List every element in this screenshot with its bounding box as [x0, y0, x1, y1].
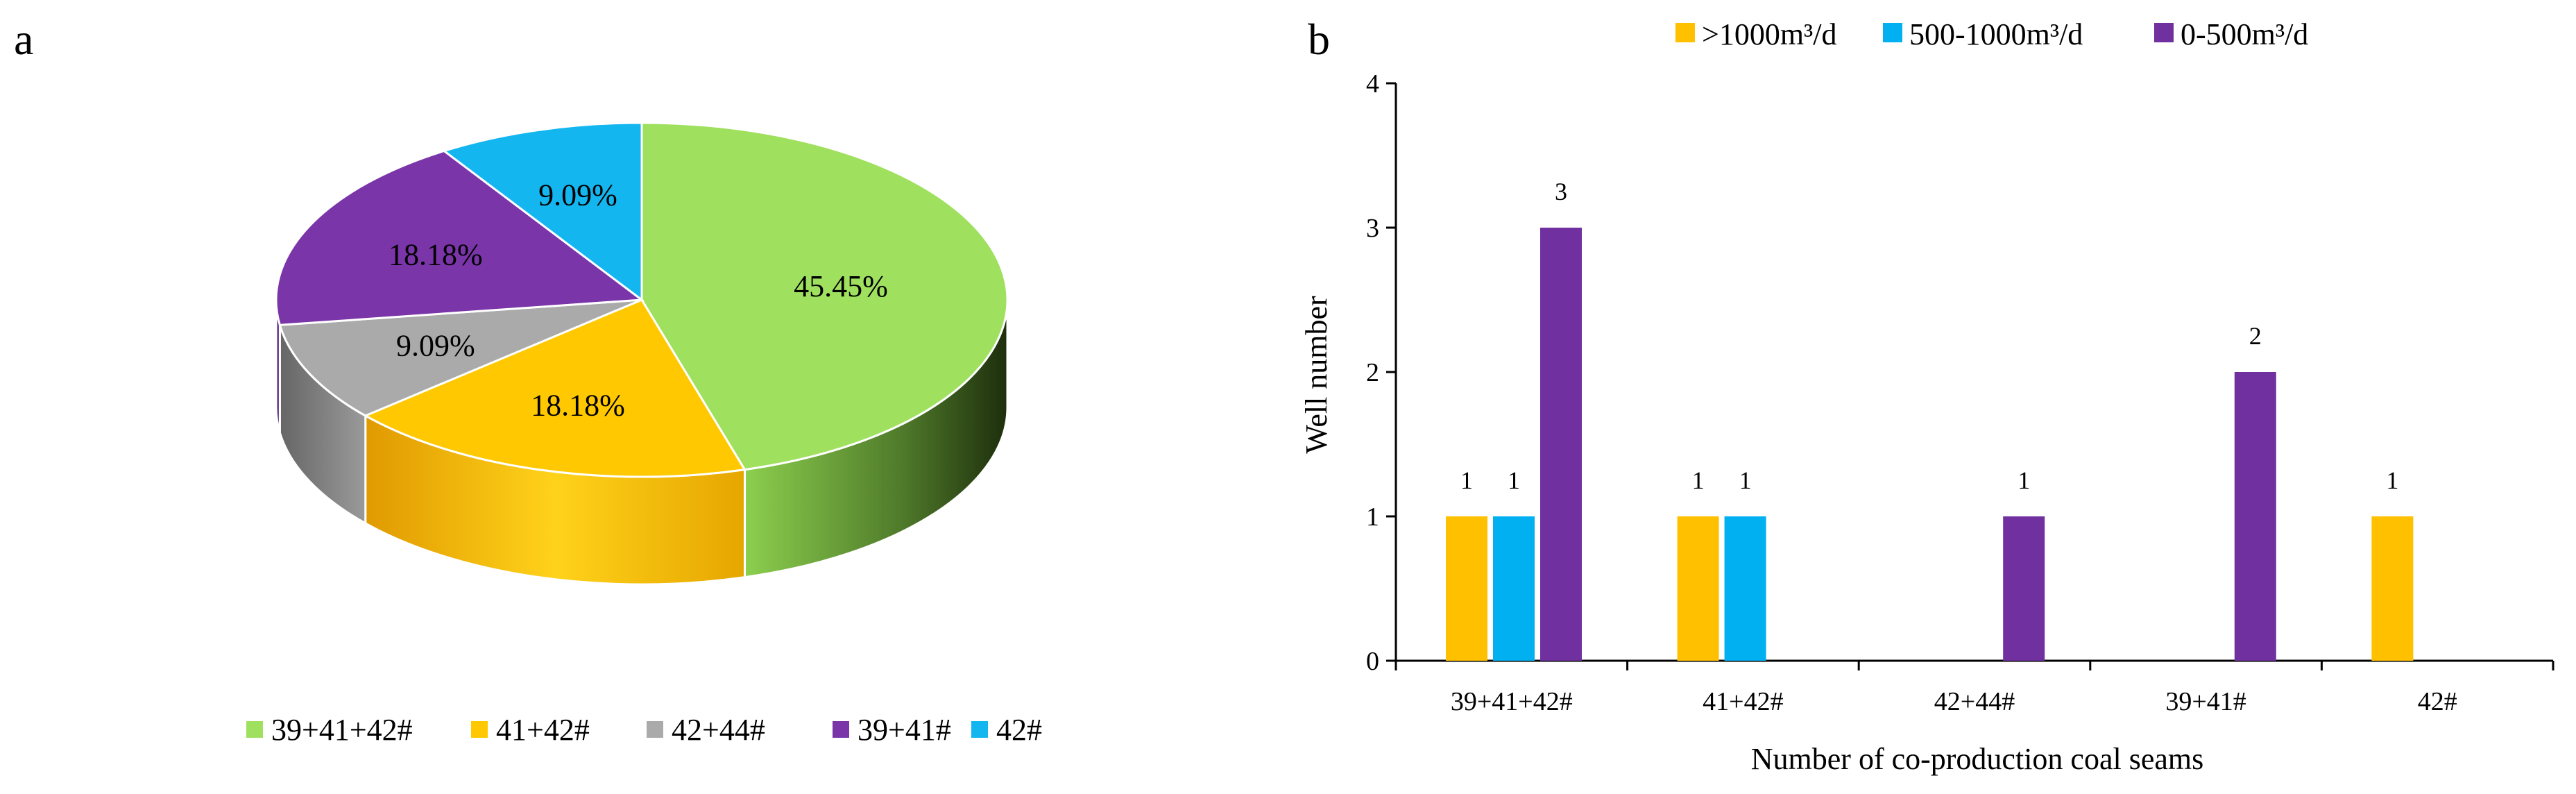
y-tick-label: 0 [1366, 647, 1379, 676]
pie-legend-label: 41+42# [496, 713, 590, 747]
bar-0-500 [2234, 372, 2276, 661]
bar-data-label: 1 [1739, 466, 1752, 494]
bar-data-label: 2 [2249, 322, 2262, 350]
x-tick-label: 41+42# [1703, 687, 1783, 716]
panel-a-label: a [14, 15, 33, 64]
slice-42-44 [278, 298, 642, 417]
pie-legend-swatch [833, 721, 849, 738]
x-tick-label: 39+41+42# [1451, 687, 1573, 716]
bar-data-label: 1 [1692, 466, 1705, 494]
x-tick-label: 42+44# [1934, 687, 2015, 716]
pie-slices [275, 121, 1009, 478]
bar-data-label: 1 [1460, 466, 1473, 494]
pie-legend-label: 39+41+42# [271, 713, 413, 747]
bar-gt1000 [2371, 516, 2414, 661]
bar-data-label: 1 [2018, 466, 2030, 494]
pie-legend: 39+41+42# 41+42# 42+44# 39+41# 42# [246, 713, 1042, 747]
x-tick-label: 42# [2418, 687, 2457, 716]
pie-chart: 45.45% 18.18% 9.09% 18.18% 9.09% 39+41+42# 41… [246, 121, 1042, 747]
pie-data-label: 18.18% [389, 237, 483, 271]
bar-500-1000 [1724, 516, 1766, 661]
slice-41-42 [363, 298, 747, 478]
bar-data-label: 1 [1508, 466, 1520, 494]
bar-legend: >1000m³/d 500-1000m³/d 0-500m³/d [1675, 17, 2308, 51]
pie-data-label: 9.09% [396, 329, 475, 363]
pie-data-label: 45.45% [794, 269, 888, 303]
bar-legend-label: >1000m³/d [1702, 17, 1836, 51]
bar-gt1000 [1446, 516, 1487, 661]
bar-legend-swatch [2154, 23, 2174, 42]
bar-chart: >1000m³/d 500-1000m³/d 0-500m³/d 0 1 2 3 4 39+4… [1299, 17, 2554, 776]
pie-legend-swatch [246, 721, 263, 738]
x-tick-label: 39+41# [2165, 687, 2246, 716]
y-tick-label: 4 [1366, 69, 1379, 99]
bar-labels: 1 1 3 1 1 1 2 1 [1460, 178, 2398, 494]
y-tick-label: 3 [1366, 214, 1379, 243]
y-tick-label: 2 [1366, 358, 1379, 387]
pie-legend-swatch [647, 721, 663, 738]
pie-legend-swatch [471, 721, 488, 738]
pie-legend-label: 42+44# [672, 713, 765, 747]
bar-bars [1446, 228, 2414, 661]
bar-legend-swatch [1883, 23, 1902, 42]
slice-42 [441, 121, 643, 303]
bar-legend-label: 500-1000m³/d [1909, 17, 2083, 51]
bar-axes: 0 1 2 3 4 39+41+42# 41+42# 42+44# 39+41# 42# [1366, 69, 2554, 716]
pie-legend-label: 39+41# [858, 713, 951, 747]
y-axis-title: Well number [1299, 296, 1333, 454]
bar-gt1000 [1677, 516, 1719, 661]
x-axis-title: Number of co-production coal seams [1751, 742, 2203, 776]
slice-39-41-42 [640, 121, 1009, 471]
pie-sides [275, 299, 1009, 586]
bar-500-1000 [1493, 516, 1535, 661]
bar-0-500 [2003, 516, 2045, 661]
bar-data-label: 1 [2386, 466, 2398, 494]
bar-data-label: 3 [1555, 178, 1567, 205]
pie-data-label: 9.09% [538, 178, 617, 212]
pie-legend-label: 42# [996, 713, 1042, 747]
bar-0-500 [1540, 228, 1582, 661]
bar-legend-label: 0-500m³/d [2181, 17, 2308, 51]
y-tick-label: 1 [1366, 502, 1379, 532]
pie-labels: 45.45% 18.18% 9.09% 18.18% 9.09% [389, 178, 888, 422]
pie-data-label: 18.18% [531, 389, 625, 423]
bar-legend-swatch [1675, 23, 1695, 42]
panel-b-label: b [1308, 15, 1330, 64]
pie-legend-swatch [971, 721, 988, 738]
slice-39-41 [275, 149, 645, 326]
